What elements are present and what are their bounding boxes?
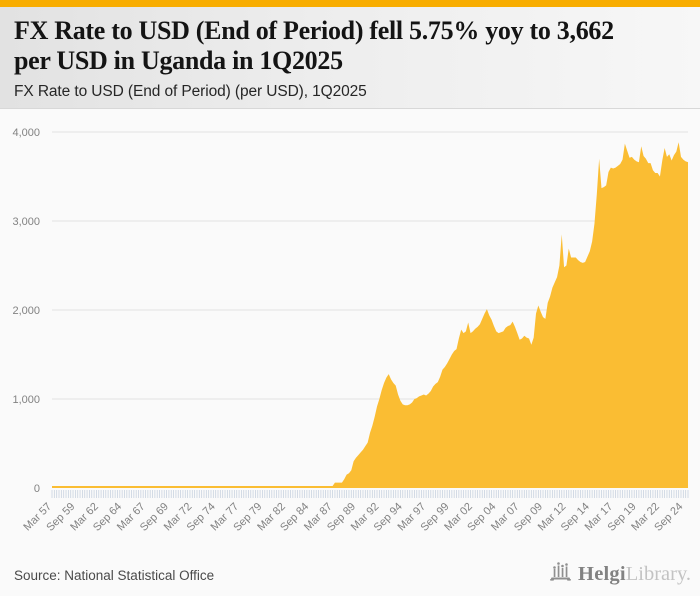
svg-text:1,000: 1,000 [12, 394, 40, 406]
svg-text:2,000: 2,000 [12, 305, 40, 317]
svg-text:3,000: 3,000 [12, 216, 40, 228]
top-accent-bar [0, 0, 700, 7]
page-footer: Source: National Statistical Office [0, 556, 700, 596]
page-title: FX Rate to USD (End of Period) fell 5.75… [14, 16, 686, 75]
svg-text:4,000: 4,000 [12, 127, 40, 139]
page-header: FX Rate to USD (End of Period) fell 5.75… [0, 7, 700, 109]
page-title-line-1: FX Rate to USD (End of Period) fell 5.75… [14, 16, 614, 45]
logo-text-library: Library. [625, 562, 691, 585]
chart-subtitle: FX Rate to USD (End of Period) (per USD)… [14, 83, 367, 101]
logo-text-helgi: Helgi [578, 562, 626, 585]
fx-rate-area-series [52, 142, 688, 489]
chart-area: Mar 57 Sep 59 Mar 62 Sep 64 Mar 67 Sep 69 Mar … [0, 109, 700, 559]
svg-text:0: 0 [34, 483, 40, 495]
source-label: Source: National Statistical Office [14, 568, 215, 583]
bar-chart-logo-icon [550, 560, 573, 588]
page-title-line-2: per USD in Uganda in 1Q2025 [14, 45, 343, 75]
helgi-library-logo: Helgi Library. [550, 560, 691, 588]
